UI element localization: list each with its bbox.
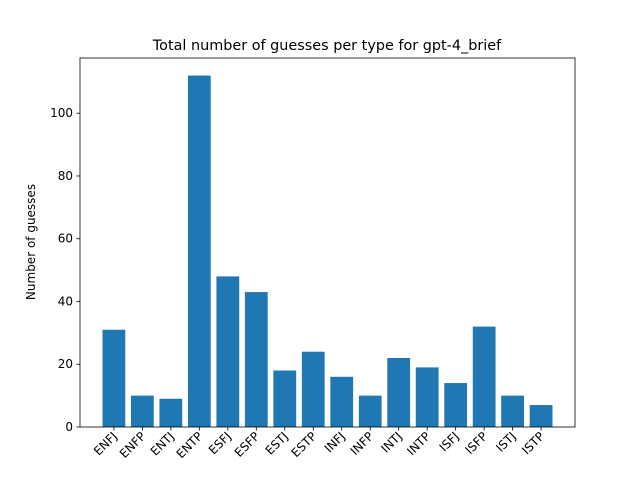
y-tick-label: 60: [58, 232, 73, 246]
bar: [244, 292, 268, 427]
x-tick-label: ESTP: [288, 429, 319, 460]
y-tick-label: 0: [65, 420, 73, 434]
y-tick-label: 100: [50, 106, 73, 120]
bar: [273, 370, 297, 427]
bar: [501, 395, 525, 427]
bar: [159, 398, 183, 427]
chart-title: Total number of guesses per type for gpt…: [152, 38, 502, 54]
bar: [472, 326, 496, 427]
bar: [387, 357, 411, 427]
x-tick-label: ESFP: [232, 429, 263, 460]
x-tick-label: INFP: [348, 429, 377, 458]
bar: [444, 383, 468, 427]
bar: [102, 329, 126, 427]
x-tick-label: ENFJ: [91, 429, 120, 458]
x-tick-label: ISFP: [462, 429, 490, 457]
x-tick-label: INFJ: [322, 429, 348, 455]
x-tick-label: ISTJ: [493, 429, 518, 454]
x-tick-label: ESTJ: [263, 429, 291, 457]
y-tick-label: 40: [58, 294, 73, 308]
x-axis-label: Type: [312, 478, 341, 480]
bar: [187, 75, 211, 428]
x-tick-label: INTJ: [378, 429, 404, 455]
bar: [529, 405, 553, 427]
bar: [358, 395, 382, 427]
y-axis-label: Number of guesses: [24, 184, 38, 300]
x-tick-label: ISFJ: [437, 429, 462, 454]
bar: [130, 395, 154, 427]
x-tick-label: INTP: [404, 429, 433, 458]
bar: [415, 367, 439, 427]
bar: [216, 276, 240, 427]
y-tick-label: 20: [58, 357, 73, 371]
x-tick-label: ENFP: [117, 429, 149, 461]
plot-frame: [79, 57, 576, 428]
x-tick-label: ISTP: [519, 429, 547, 457]
x-tick-label: ENTP: [174, 429, 206, 461]
bar: [301, 351, 325, 427]
y-tick-label: 80: [58, 169, 73, 183]
x-tick-label: ENTJ: [148, 429, 177, 458]
x-tick-label: ESFJ: [206, 429, 234, 457]
bar: [330, 376, 354, 427]
